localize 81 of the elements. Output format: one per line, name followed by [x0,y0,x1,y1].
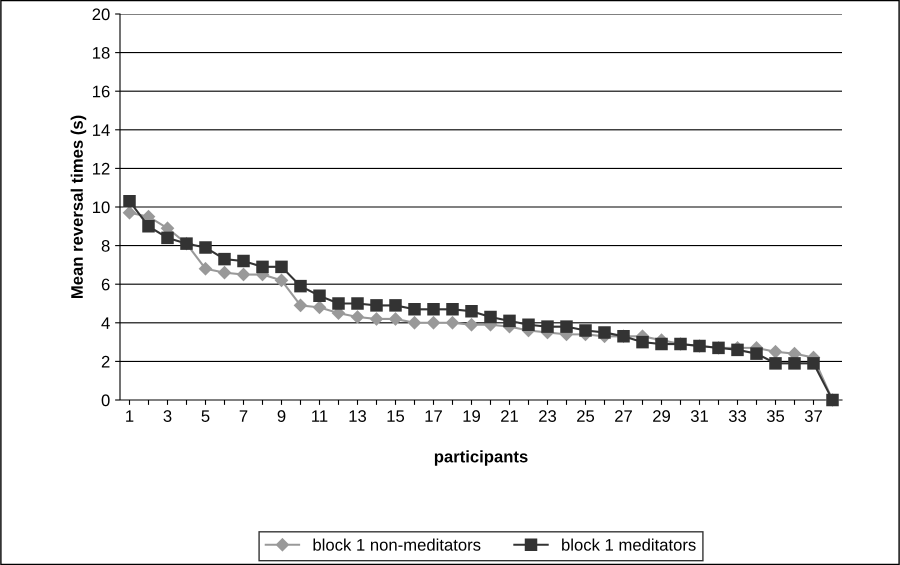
point [142,220,155,233]
point [465,304,478,318]
point [122,206,136,220]
y-tick-label: 2 [102,356,110,368]
x-tick-label: 19 [464,410,480,422]
point [522,318,535,331]
y-tick-label: 6 [102,278,110,290]
point [503,314,516,328]
point [598,326,611,339]
point [236,268,250,282]
point [426,316,440,330]
point [769,357,782,370]
point [313,290,326,302]
point [332,297,345,310]
point [768,345,782,358]
point [750,347,763,360]
x-tick-label: 31 [690,410,708,422]
x-tick-label: 1 [126,410,134,422]
point [218,266,232,280]
y-tick-label: 14 [93,124,110,136]
x-tick-label: 15 [388,410,404,422]
point [256,260,269,274]
y-tick-label: 20 [92,8,110,20]
point [731,344,744,356]
y-tick-label: 16 [93,86,110,98]
point [541,320,554,333]
x-tick-label: 11 [312,410,328,422]
x-tick-label: 23 [539,410,556,422]
point [655,338,668,350]
x-tick-label: 17 [426,410,442,422]
point [370,312,384,326]
point [408,303,421,316]
x-tick-label: 5 [202,410,210,422]
point [484,310,497,324]
point [199,241,212,254]
point [370,299,383,312]
point [312,300,326,314]
point [274,274,288,287]
x-tick-label: 37 [804,410,822,422]
legend-label: block 1 non-meditators [313,538,480,551]
x-tick-label: 29 [653,410,670,422]
point [807,357,820,370]
legend-label: block 1 meditators [562,538,696,551]
x-tick-label: 35 [766,410,784,422]
y-tick-label: 8 [102,240,110,252]
point [161,232,174,244]
x-tick-label: 3 [164,410,172,422]
x-tick-label: 9 [278,410,286,422]
point [351,297,364,310]
point [446,303,459,316]
point [636,336,649,348]
point [560,320,573,333]
y-tick-label: 18 [93,47,110,59]
y-tick-label: 0 [102,394,110,406]
point [198,262,212,276]
y-tick-label: 10 [93,201,110,214]
point [388,312,402,326]
point [788,357,801,370]
x-tick-label: 33 [728,410,746,422]
point [408,316,422,330]
x-tick-label: 21 [501,410,518,422]
point [579,324,592,337]
x-tick-label: 25 [577,410,594,422]
y-tick-label: 4 [101,317,110,329]
x-tick-label: 7 [240,410,248,422]
point [446,316,460,330]
point [294,298,308,312]
point [427,303,440,316]
point [389,299,402,312]
x-tick-label: 13 [350,410,366,422]
point [218,252,231,266]
point [350,310,364,324]
x-axis-title: participants [434,450,528,466]
x-tick-label: 27 [615,410,632,422]
point [123,194,136,208]
point [294,280,307,292]
point [275,260,288,274]
point [464,318,478,332]
y-axis-title: Mean reversal times (s) [70,116,86,298]
y-tick-label: 12 [93,162,110,174]
point [237,254,250,268]
